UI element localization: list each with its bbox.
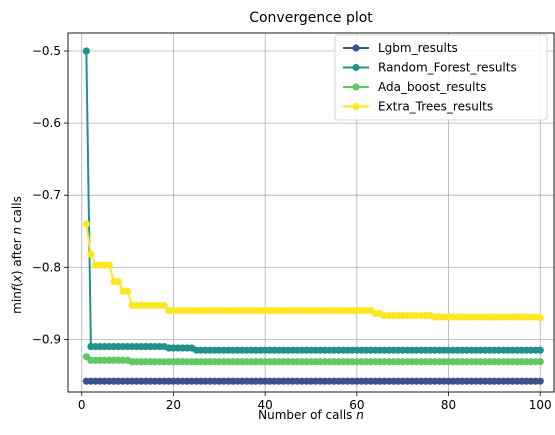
legend-swatch-marker (352, 44, 360, 52)
x-tick-label: 0 (78, 398, 86, 412)
x-tick-label: 40 (258, 398, 273, 412)
data-point (536, 358, 544, 366)
data-point (536, 377, 544, 385)
plot-frame (67, 32, 555, 393)
data-point (114, 278, 123, 286)
data-point (105, 261, 113, 269)
legend-swatch-marker (352, 63, 360, 72)
data-point (82, 220, 90, 228)
series-Lgbm_results (82, 377, 544, 385)
y-axis-title: minf(x) after n calls (10, 196, 24, 314)
y-tick-label: −0.6 (32, 116, 61, 130)
y-tick-label: −0.7 (32, 188, 61, 202)
legend-swatch-marker (352, 102, 360, 111)
x-tick-label: 80 (441, 398, 456, 412)
y-tick-label: −0.5 (32, 44, 61, 58)
x-axis-title: Number of calls n (258, 408, 364, 422)
series-layer (82, 47, 544, 385)
x-tick-label: 100 (529, 398, 552, 412)
legend-label: Extra_Trees_results (378, 100, 493, 114)
legend-label: Ada_boost_results (378, 80, 486, 94)
legend: Lgbm_results Random_Forest_results Ada_boo… (334, 34, 548, 121)
data-point (536, 346, 544, 354)
y-tick-label: −0.9 (32, 332, 61, 346)
legend-item: Ada_boost_results (343, 80, 486, 94)
ticks: 0 20 40 60 80 100 −0.9 −0.8 −0.7 −0.6 −0.5 (32, 44, 552, 412)
series-Ada_boost_results (82, 353, 544, 366)
data-point (82, 47, 90, 55)
series-Extra_Trees_results (82, 220, 544, 322)
legend-swatch-marker (352, 83, 360, 91)
x-tick-label: 20 (166, 398, 181, 412)
data-point (124, 287, 132, 295)
x-tick-label: 60 (349, 398, 364, 412)
data-point (87, 250, 95, 258)
legend-box (334, 34, 548, 121)
legend-item: Random_Forest_results (343, 61, 517, 75)
legend-label: Random_Forest_results (378, 61, 517, 75)
y-tick-label: −0.8 (32, 260, 61, 274)
data-point (160, 301, 168, 310)
data-point (536, 314, 544, 322)
legend-label: Lgbm_results (378, 41, 458, 55)
legend-item: Extra_Trees_results (343, 100, 493, 114)
legend-item: Lgbm_results (343, 41, 458, 55)
series-Random_Forest_results (82, 47, 544, 354)
chart-title: Convergence plot (249, 10, 373, 26)
